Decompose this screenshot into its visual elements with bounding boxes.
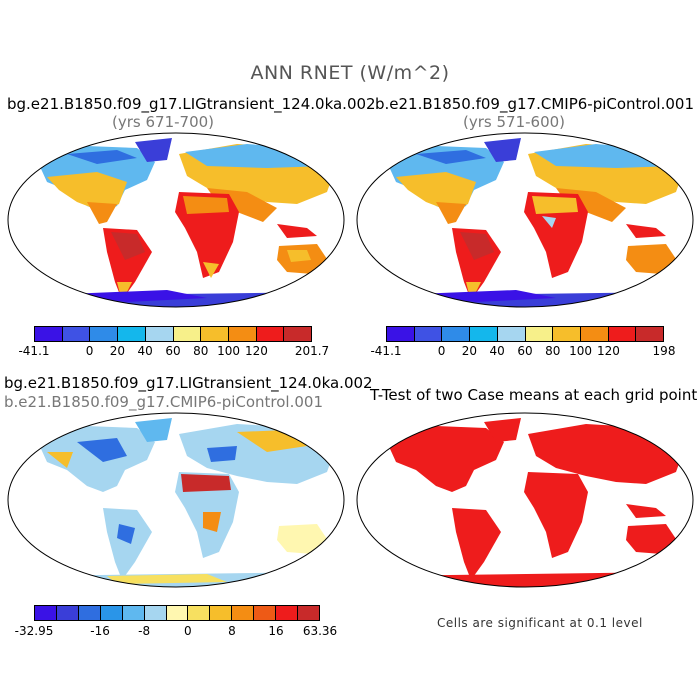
colorbar-case-lig-tick-label: 60 xyxy=(165,344,181,358)
colorbar-case-picontrol-tick-label: 60 xyxy=(517,344,533,358)
colorbar-case-picontrol-swatch xyxy=(387,327,415,341)
figure-title: ANN RNET (W/m^2) xyxy=(250,62,450,84)
colorbar-difference-swatch xyxy=(35,606,57,620)
colorbar-difference-swatch xyxy=(254,606,277,620)
colorbar-case-lig-tick-label: -41.1 xyxy=(18,344,50,358)
colorbar-case-lig-tick-label: 80 xyxy=(193,344,209,358)
colorbar-case-lig-tick-label: 40 xyxy=(137,344,153,358)
colorbar-case-lig-swatch xyxy=(145,327,174,341)
colorbar-case-lig-swatch xyxy=(62,327,91,341)
colorbar-case-lig-tick-label: 20 xyxy=(109,344,126,358)
colorbar-difference-swatch xyxy=(100,606,123,620)
map-ttest-significance xyxy=(356,412,694,588)
panel-title-bottom-left: bg.e21.B1850.f09_g17.LIGtransient_124.0k… xyxy=(4,374,373,392)
colorbar-labels-case-lig: -41.1 0 20 40 60 80 100 120 201.7 xyxy=(18,344,329,360)
colorbar-difference-tick-label: 63.36 xyxy=(302,624,338,638)
colorbar-case-lig-swatch xyxy=(256,327,285,341)
significance-note: Cells are significant at 0.1 level xyxy=(437,616,643,630)
colorbar-case-lig-swatch xyxy=(118,327,146,341)
colorbar-case-lig-tick-label: 120 xyxy=(244,344,268,358)
colorbar-difference-tick-label: -8 xyxy=(138,624,151,638)
panel-title-top-left: bg.e21.B1850.f09_g17.LIGtransient_124.0k… xyxy=(7,95,376,113)
colorbar-difference-tick-label: -32.95 xyxy=(14,624,54,638)
colorbar-difference-swatch xyxy=(144,606,167,620)
panel-subtitle-top-left: (yrs 671-700) xyxy=(112,113,215,131)
colorbar-case-lig-tick-label: 201.7 xyxy=(294,344,330,358)
colorbar-case-picontrol-swatch xyxy=(497,327,526,341)
colorbar-case-lig-swatch xyxy=(228,327,257,341)
colorbar-case-picontrol-tick-label: 100 xyxy=(569,344,593,358)
colorbar-labels-case-picontrol: -41.1 0 20 40 60 80 100 120 198 xyxy=(370,344,675,360)
colorbar-difference-tick-label: 8 xyxy=(228,624,236,638)
panel-subtitle-top-right: (yrs 571-600) xyxy=(463,113,566,131)
colorbar-difference-swatch xyxy=(276,606,299,620)
colorbar-case-picontrol-swatch xyxy=(525,327,554,341)
colorbar-case-lig-swatch xyxy=(90,327,119,341)
colorbar-case-picontrol-swatch xyxy=(553,327,581,341)
colorbar-case-picontrol-swatch xyxy=(442,327,471,341)
colorbar-case-picontrol-swatch xyxy=(636,327,664,341)
colorbar-case-picontrol-tick-label: 40 xyxy=(489,344,505,358)
colorbar-difference-swatch xyxy=(122,606,145,620)
colorbar-case-picontrol xyxy=(386,326,664,342)
colorbar-difference xyxy=(34,605,320,621)
colorbar-case-picontrol-tick-label: -41.1 xyxy=(370,344,402,358)
colorbar-case-picontrol-tick-label: 198 xyxy=(652,344,676,358)
map-case-lig xyxy=(7,132,345,308)
map-difference xyxy=(7,412,345,588)
colorbar-case-picontrol-tick-label: 120 xyxy=(596,344,620,358)
panel-subtitle-bottom-left: b.e21.B1850.f09_g17.CMIP6-piControl.001 xyxy=(4,393,323,411)
colorbar-case-picontrol-tick-label: 80 xyxy=(545,344,561,358)
colorbar-difference-tick-label: -16 xyxy=(90,624,110,638)
colorbar-difference-swatch xyxy=(298,606,319,620)
colorbar-case-lig-swatch xyxy=(201,327,229,341)
colorbar-difference-swatch xyxy=(188,606,211,620)
colorbar-difference-swatch xyxy=(166,606,189,620)
colorbar-case-picontrol-swatch xyxy=(470,327,498,341)
colorbar-case-picontrol-swatch xyxy=(414,327,443,341)
colorbar-case-picontrol-swatch xyxy=(580,327,609,341)
colorbar-difference-swatch xyxy=(78,606,101,620)
colorbar-labels-difference: -32.95 -16 -8 0 8 16 63.36 xyxy=(15,624,338,640)
colorbar-difference-swatch xyxy=(210,606,233,620)
colorbar-case-lig-swatch xyxy=(35,327,63,341)
colorbar-difference-swatch xyxy=(56,606,79,620)
colorbar-difference-swatch xyxy=(232,606,255,620)
colorbar-case-lig xyxy=(34,326,312,342)
colorbar-case-picontrol-swatch xyxy=(608,327,637,341)
map-case-picontrol xyxy=(356,132,694,308)
colorbar-case-picontrol-tick-label: 20 xyxy=(461,344,478,358)
panel-title-top-right: b.e21.B1850.f09_g17.CMIP6-piControl.001 xyxy=(375,95,694,113)
colorbar-case-lig-tick-label: 0 xyxy=(85,344,94,358)
colorbar-case-lig-tick-label: 100 xyxy=(217,344,241,358)
colorbar-case-picontrol-tick-label: 0 xyxy=(437,344,446,358)
colorbar-difference-tick-label: 0 xyxy=(184,624,192,638)
colorbar-case-lig-swatch xyxy=(284,327,312,341)
colorbar-difference-tick-label: 16 xyxy=(268,624,284,638)
colorbar-case-lig-swatch xyxy=(173,327,202,341)
panel-title-bottom-right: T-Test of two Case means at each grid po… xyxy=(370,386,698,404)
